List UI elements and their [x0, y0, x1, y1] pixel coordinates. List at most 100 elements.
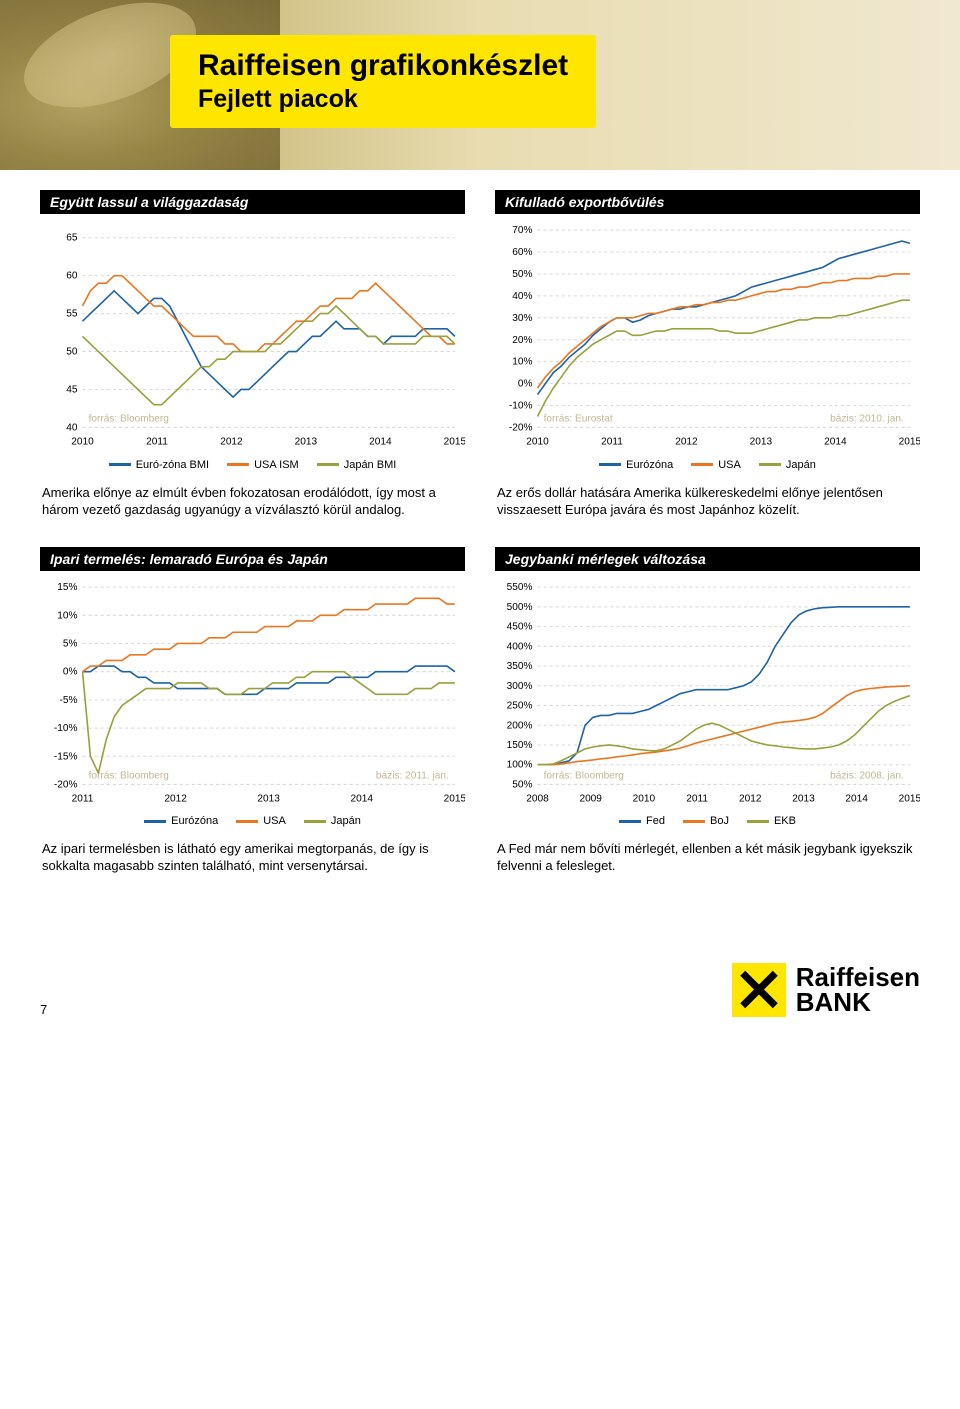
- svg-text:forrás: Bloomberg: forrás: Bloomberg: [89, 770, 169, 781]
- legend-swatch: [683, 820, 705, 823]
- legend-item: Euró-zóna BMI: [109, 459, 209, 471]
- legend-swatch: [317, 463, 339, 466]
- panel-a: Együtt lassul a világgazdaság 40 45 50 55 60…: [40, 190, 465, 519]
- svg-text:65: 65: [66, 233, 78, 244]
- svg-text:45: 45: [66, 385, 78, 396]
- svg-text:2012: 2012: [220, 437, 243, 448]
- panel-b-title: Kifulladó exportbővülés: [495, 190, 920, 214]
- legend-label: Eurózóna: [171, 815, 218, 827]
- legend-item: Eurózóna: [599, 459, 673, 471]
- chart-a: 404550556065201020112012201320142015forr…: [40, 214, 465, 479]
- chart-c-svg: -20%-15%-10%-5%0%5%10%15%201120122013201…: [40, 577, 465, 810]
- legend-item: USA ISM: [227, 459, 299, 471]
- svg-text:50: 50: [66, 347, 78, 358]
- svg-text:2012: 2012: [675, 437, 698, 448]
- svg-text:2011: 2011: [686, 793, 708, 804]
- svg-text:250%: 250%: [507, 700, 533, 711]
- bank-logo: Raiffeisen BANK: [732, 963, 920, 1017]
- svg-text:300%: 300%: [507, 680, 533, 691]
- panel-a-title: Együtt lassul a világgazdaság: [40, 190, 465, 214]
- svg-text:2010: 2010: [633, 793, 656, 804]
- chart-c: -20%-15%-10%-5%0%5%10%15%201120122013201…: [40, 571, 465, 836]
- legend-swatch: [304, 820, 326, 823]
- svg-text:2014: 2014: [369, 437, 392, 448]
- legend-swatch: [144, 820, 166, 823]
- svg-text:bázis: 2011. jan.: bázis: 2011. jan.: [376, 770, 449, 781]
- svg-text:bázis: 2008. jan.: bázis: 2008. jan.: [830, 770, 904, 781]
- chart-a-svg: 404550556065201020112012201320142015forr…: [40, 220, 465, 453]
- svg-text:forrás: Bloomberg: forrás: Bloomberg: [89, 413, 169, 424]
- svg-text:0%: 0%: [518, 379, 533, 390]
- chart-a-legend: Euró-zóna BMI USA ISM Japán BMI: [40, 453, 465, 479]
- svg-text:40%: 40%: [512, 291, 532, 302]
- svg-text:forrás: Bloomberg: forrás: Bloomberg: [544, 770, 624, 781]
- svg-text:-15%: -15%: [54, 751, 78, 762]
- svg-text:bázis: 2010. jan.: bázis: 2010. jan.: [830, 413, 904, 424]
- svg-text:2010: 2010: [526, 437, 549, 448]
- svg-text:400%: 400%: [507, 641, 533, 652]
- legend-label: Euró-zóna BMI: [136, 459, 209, 471]
- legend-swatch: [227, 463, 249, 466]
- svg-text:500%: 500%: [507, 601, 533, 612]
- chart-d-caption: A Fed már nem bővíti mérlegét, ellenben …: [495, 835, 920, 875]
- legend-swatch: [747, 820, 769, 823]
- svg-text:150%: 150%: [507, 740, 533, 751]
- doc-title: Raiffeisen grafikonkészlet: [198, 49, 568, 83]
- svg-text:15%: 15%: [57, 582, 77, 593]
- svg-text:70%: 70%: [512, 225, 532, 236]
- svg-text:2015: 2015: [444, 793, 465, 804]
- svg-text:2010: 2010: [71, 437, 94, 448]
- legend-swatch: [236, 820, 258, 823]
- legend-label: Japán BMI: [344, 459, 397, 471]
- svg-text:2014: 2014: [351, 793, 374, 804]
- panel-c: Ipari termelés: lemaradó Európa és Japán…: [40, 547, 465, 876]
- svg-text:-10%: -10%: [509, 401, 533, 412]
- chart-d-legend: Fed BoJ EKB: [495, 809, 920, 835]
- row-1: Együtt lassul a világgazdaság 40 45 50 55 60…: [40, 190, 920, 519]
- panel-d-title: Jegybanki mérlegek változása: [495, 547, 920, 571]
- doc-subtitle: Fejlett piacok: [198, 85, 568, 114]
- legend-item: BoJ: [683, 815, 729, 827]
- legend-label: USA: [263, 815, 286, 827]
- svg-text:2015: 2015: [444, 437, 465, 448]
- page-body: Együtt lassul a világgazdaság 40 45 50 55 60…: [0, 170, 960, 933]
- panel-c-title: Ipari termelés: lemaradó Európa és Japán: [40, 547, 465, 571]
- bank-mark-icon: [732, 963, 786, 1017]
- svg-text:2014: 2014: [824, 437, 847, 448]
- svg-text:2012: 2012: [739, 793, 762, 804]
- panel-d: Jegybanki mérlegek változása 50%100%150%…: [495, 547, 920, 876]
- legend-swatch: [759, 463, 781, 466]
- legend-label: Eurózóna: [626, 459, 673, 471]
- svg-text:-20%: -20%: [509, 422, 533, 433]
- legend-label: BoJ: [710, 815, 729, 827]
- chart-d-svg: 50%100%150%200%250%300%350%400%450%500%5…: [495, 577, 920, 810]
- legend-swatch: [619, 820, 641, 823]
- svg-text:0%: 0%: [63, 666, 78, 677]
- svg-text:550%: 550%: [507, 582, 533, 593]
- chart-b-svg: -20%-10%0%10%20%30%40%50%60%70%201020112…: [495, 220, 920, 453]
- svg-text:55: 55: [66, 309, 78, 320]
- legend-item: Japán: [759, 459, 816, 471]
- svg-text:2011: 2011: [146, 437, 168, 448]
- svg-text:2013: 2013: [750, 437, 773, 448]
- svg-text:40: 40: [66, 422, 78, 433]
- legend-label: Fed: [646, 815, 665, 827]
- legend-label: USA ISM: [254, 459, 299, 471]
- legend-item: Fed: [619, 815, 665, 827]
- header-band: Raiffeisen grafikonkészlet Fejlett piaco…: [0, 0, 960, 170]
- svg-text:350%: 350%: [507, 661, 533, 672]
- chart-c-legend: Eurózóna USA Japán: [40, 809, 465, 835]
- svg-text:2015: 2015: [899, 793, 920, 804]
- chart-b: -20%-10%0%10%20%30%40%50%60%70%201020112…: [495, 214, 920, 479]
- title-box: Raiffeisen grafikonkészlet Fejlett piaco…: [170, 35, 596, 128]
- svg-text:60: 60: [66, 271, 78, 282]
- svg-text:100%: 100%: [507, 759, 533, 770]
- svg-text:10%: 10%: [512, 357, 532, 368]
- svg-text:2015: 2015: [899, 437, 920, 448]
- legend-item: Eurózóna: [144, 815, 218, 827]
- svg-text:450%: 450%: [507, 621, 533, 632]
- svg-text:-5%: -5%: [59, 694, 77, 705]
- footer: 7 Raiffeisen BANK: [0, 933, 960, 1057]
- bank-name-2: BANK: [796, 990, 920, 1015]
- svg-text:60%: 60%: [512, 247, 532, 258]
